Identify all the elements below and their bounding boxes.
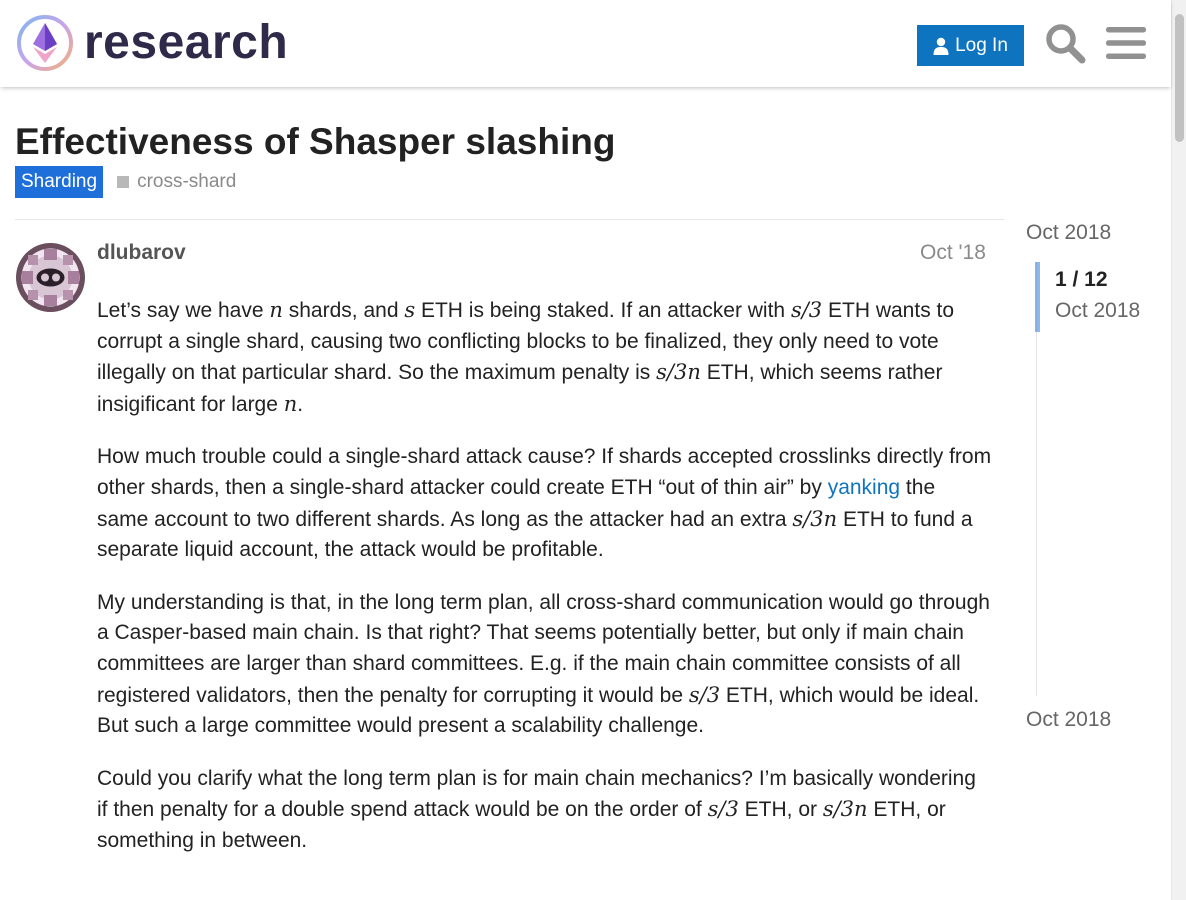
math-expression: s/3n — [822, 797, 868, 822]
math-expression: s/3 — [790, 298, 823, 322]
math-expression: n — [283, 392, 298, 417]
topic-title[interactable]: Effectiveness of Shasper slashing — [15, 121, 616, 162]
post-paragraph: Let’s say we have n shards, and s ETH is… — [97, 295, 992, 421]
tag-label: cross-shard — [137, 171, 237, 192]
timeline-position-date: Oct 2018 — [1055, 299, 1141, 322]
timeline-end-date[interactable]: Oct 2018 — [1026, 708, 1112, 731]
text-run: My understanding is that, in the long te… — [97, 590, 990, 707]
math-expression: s — [404, 298, 416, 322]
timeline-position: 1 / 12 — [1055, 268, 1108, 291]
avatar-image — [16, 243, 85, 312]
post-date[interactable]: Oct '18 — [920, 241, 986, 264]
page-scrollbar[interactable] — [1171, 0, 1186, 900]
text-run: ETH wants to corrupt a single shard, cau… — [97, 299, 955, 385]
tag-square-icon — [117, 176, 130, 188]
hamburger-menu-icon[interactable] — [1106, 24, 1146, 62]
timeline-track[interactable] — [1036, 262, 1037, 696]
text-run: Could you clarify what the long term pla… — [97, 766, 976, 822]
timeline-start-date[interactable]: Oct 2018 — [1026, 221, 1112, 244]
post-paragraph: How much trouble could a single-shard at… — [97, 442, 992, 566]
text-run: Let’s say we have — [97, 299, 270, 322]
timeline-scroll-handle[interactable] — [1035, 262, 1040, 332]
math-expression: s/3 — [688, 682, 721, 707]
text-run: shards, and — [282, 299, 405, 322]
logo-text: research — [84, 16, 289, 69]
category-badge[interactable]: Sharding — [15, 166, 104, 198]
post-paragraph: My understanding is that, in the long te… — [97, 588, 992, 743]
user-avatar[interactable] — [16, 243, 85, 312]
site-logo[interactable]: research — [16, 14, 288, 72]
math-expression: s/3 — [707, 797, 739, 822]
title-divider — [15, 219, 1004, 220]
site-header: research Log In — [0, 0, 1171, 87]
post-author[interactable]: dlubarov — [97, 241, 186, 264]
text-run: ETH is being staked. If an attacker with — [415, 299, 791, 322]
text-run: ETH, which seems rather insigificant for… — [97, 361, 943, 417]
topic-tags: Sharding cross-shard — [15, 166, 236, 198]
math-expression: n — [269, 298, 283, 322]
math-expression: s/3n — [792, 506, 838, 531]
text-run: ETH, which would be ideal. But such a la… — [97, 683, 980, 738]
search-icon[interactable] — [1044, 22, 1086, 64]
text-run: ETH, or something in between. — [97, 798, 946, 853]
tag-cross-shard[interactable]: cross-shard — [117, 171, 236, 193]
post-paragraph: Could you clarify what the long term pla… — [97, 764, 992, 857]
login-button[interactable]: Log In — [917, 25, 1024, 66]
text-run: the same account to two different shards… — [97, 476, 936, 531]
scrollbar-thumb[interactable] — [1175, 14, 1184, 142]
ethereum-logo-icon — [17, 15, 73, 71]
text-run: ETH to fund a separate liquid account, t… — [97, 507, 973, 562]
yanking-link[interactable]: yanking — [827, 476, 901, 500]
login-label: Log In — [955, 34, 1008, 56]
text-run: . — [297, 393, 304, 417]
user-icon — [933, 37, 949, 55]
text-run: ETH, or — [738, 798, 823, 822]
text-run: How much trouble could a single-shard at… — [97, 445, 992, 500]
post-body: Let’s say we have n shards, and s ETH is… — [97, 295, 992, 878]
math-expression: s/3n — [656, 360, 701, 385]
